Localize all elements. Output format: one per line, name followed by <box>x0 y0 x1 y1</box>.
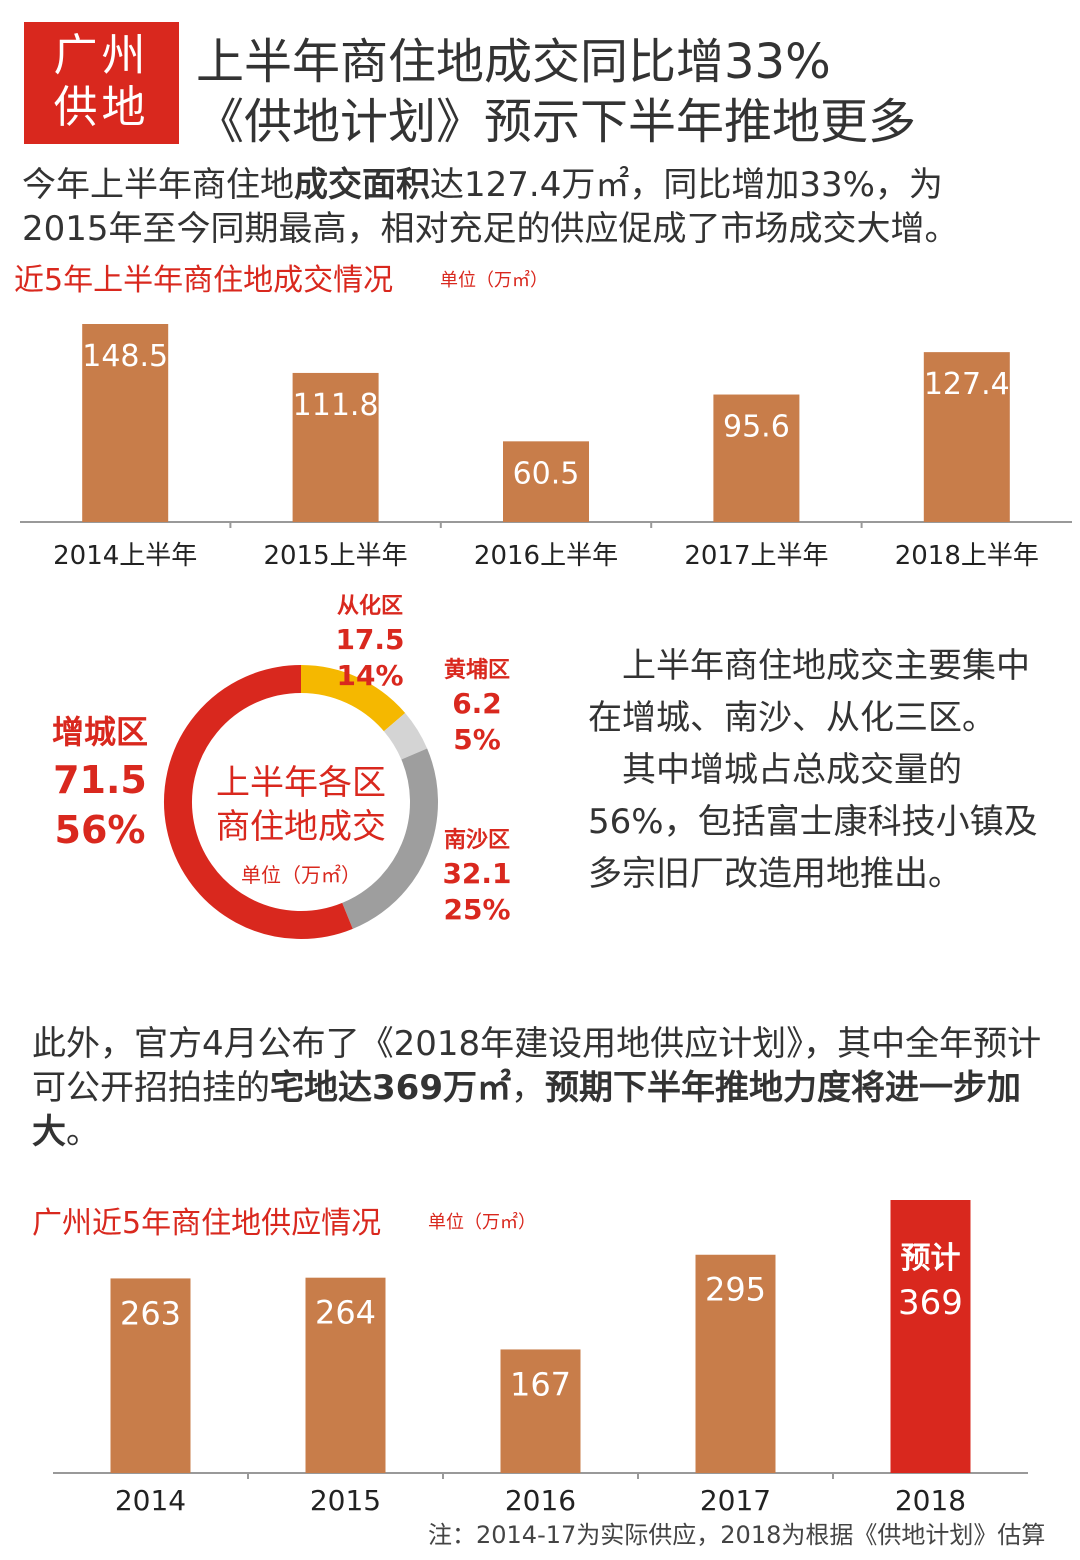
bar-value-label: 295 <box>705 1271 766 1309</box>
slice-label: 从化区 <box>337 593 403 619</box>
bar-2015 <box>305 1277 386 1473</box>
intro-text-bold: 成交面积 <box>294 165 430 205</box>
bar-value-label: 264 <box>315 1294 376 1332</box>
supply-text-bold-1: 宅地达369万㎡ <box>270 1068 511 1108</box>
x-tick-label: 2018 <box>895 1484 966 1517</box>
bar-2016 <box>500 1349 581 1473</box>
x-tick-label: 2014上半年 <box>53 541 197 571</box>
slice-value: 6.2 <box>452 687 502 720</box>
slice-label: 南沙区 <box>444 828 510 853</box>
district-paragraph-2: 其中增城占总成交量的56%，包括富士康科技小镇及多宗旧厂改造用地推出。 <box>588 750 1038 894</box>
donut-slice-从化区 <box>300 665 406 732</box>
x-tick-label: 2017上半年 <box>684 541 828 571</box>
donut-slice-黄埔区 <box>383 713 428 760</box>
x-tick-label: 2014 <box>115 1484 186 1517</box>
slice-value: 71.5 <box>53 758 147 802</box>
intro-text-line-2: 2015年至今同期最高，相对充足的供应促成了市场成交大增。 <box>22 209 959 249</box>
intro-text-pre: 今年上半年商住地 <box>22 165 294 205</box>
bar-value-label: 263 <box>120 1294 181 1332</box>
donut-slice-南沙区 <box>341 748 438 929</box>
chart2-svg: 263 2014 264 2015 167 2016 295 2017 预计 369 2018 <box>53 1200 1028 1517</box>
donut-center-line-2: 商住地成交 <box>216 807 386 847</box>
slice-value: 32.1 <box>442 857 511 890</box>
page-title-line-1: 上半年商住地成交同比增33% <box>196 34 831 90</box>
donut-center-line-1: 上半年各区 <box>216 763 386 803</box>
donut-center-unit: 单位（万㎡） <box>241 863 361 887</box>
bar-2015上半年 <box>292 372 379 522</box>
bar-2017上半年 <box>713 394 800 522</box>
page-title-line-2: 《供地计划》预示下半年推地更多 <box>196 94 917 150</box>
supply-text-mid: ， <box>510 1068 545 1108</box>
bar-2016上半年 <box>503 441 589 522</box>
bar-2014 <box>110 1278 191 1473</box>
supply-text-1: 此外，官方4月公布了《2018年建设用地供应计划》，其中全年预计可公开招拍挂的 <box>32 1024 1042 1108</box>
bar-value-label: 148.5 <box>82 339 168 374</box>
bar-value-label: 369 <box>898 1283 963 1323</box>
badge-line-1: 广州 <box>53 30 150 81</box>
slice-value: 17.5 <box>335 623 404 656</box>
x-tick-label: 2015上半年 <box>264 541 408 571</box>
intro-paragraph: 今年上半年商住地成交面积达127.4万㎡，同比增加33%，为 2015年至今同期… <box>22 163 1072 251</box>
bar-value-label: 111.8 <box>293 388 379 423</box>
x-tick-label: 2015 <box>310 1484 381 1517</box>
x-tick-label: 2016上半年 <box>474 541 618 571</box>
slice-percent: 14% <box>336 659 403 692</box>
intro-text-post: 达127.4万㎡，同比增加33%，为 <box>430 165 943 205</box>
x-tick-label: 2018上半年 <box>895 541 1039 571</box>
slice-percent: 5% <box>453 723 501 756</box>
bar-2014上半年 <box>82 324 169 522</box>
chart1-title: 近5年上半年商住地成交情况 <box>14 263 394 298</box>
district-paragraph: 上半年商住地成交主要集中在增城、南沙、从化三区。 其中增城占总成交量的56%，包… <box>588 640 1058 900</box>
chart2-title: 广州近5年商住地供应情况 <box>32 1206 382 1241</box>
slice-label: 增城区 <box>52 713 148 751</box>
bar-2018 <box>890 1200 971 1473</box>
topic-badge: 广州 供地 <box>24 22 179 144</box>
chart1-svg: 148.5 2014上半年 111.8 2015上半年 60.5 2016上半年 95.6 2… <box>20 324 1072 571</box>
x-tick-label: 2017 <box>700 1484 771 1517</box>
district-paragraph-1: 上半年商住地成交主要集中在增城、南沙、从化三区。 <box>588 646 1030 738</box>
bar-2018上半年 <box>923 352 1010 522</box>
slice-label: 黄埔区 <box>444 657 510 683</box>
slice-percent: 25% <box>443 893 510 926</box>
bar-value-label: 127.4 <box>924 367 1010 402</box>
bar-value-prefix: 预计 <box>901 1241 961 1276</box>
bar-value-label: 167 <box>510 1365 571 1403</box>
chart2-unit: 单位（万㎡） <box>428 1212 536 1233</box>
chart1-unit: 单位（万㎡） <box>440 270 548 291</box>
x-tick-label: 2016 <box>505 1484 576 1517</box>
bar-value-label: 95.6 <box>723 410 790 445</box>
donut-slice-增城区 <box>164 665 353 939</box>
supply-text-end: 。 <box>66 1112 100 1152</box>
bar-2017 <box>695 1254 776 1473</box>
supply-paragraph: 此外，官方4月公布了《2018年建设用地供应计划》，其中全年预计可公开招拍挂的宅… <box>32 1022 1062 1154</box>
badge-line-2: 供地 <box>53 82 150 133</box>
bar-value-label: 60.5 <box>513 456 580 491</box>
supply-text-bold-2: 预期下半年推地力度将进一步加大 <box>32 1068 1021 1152</box>
footnote: 注：2014-17为实际供应，2018为根据《供地计划》估算 <box>428 1521 1046 1549</box>
slice-percent: 56% <box>55 808 146 852</box>
